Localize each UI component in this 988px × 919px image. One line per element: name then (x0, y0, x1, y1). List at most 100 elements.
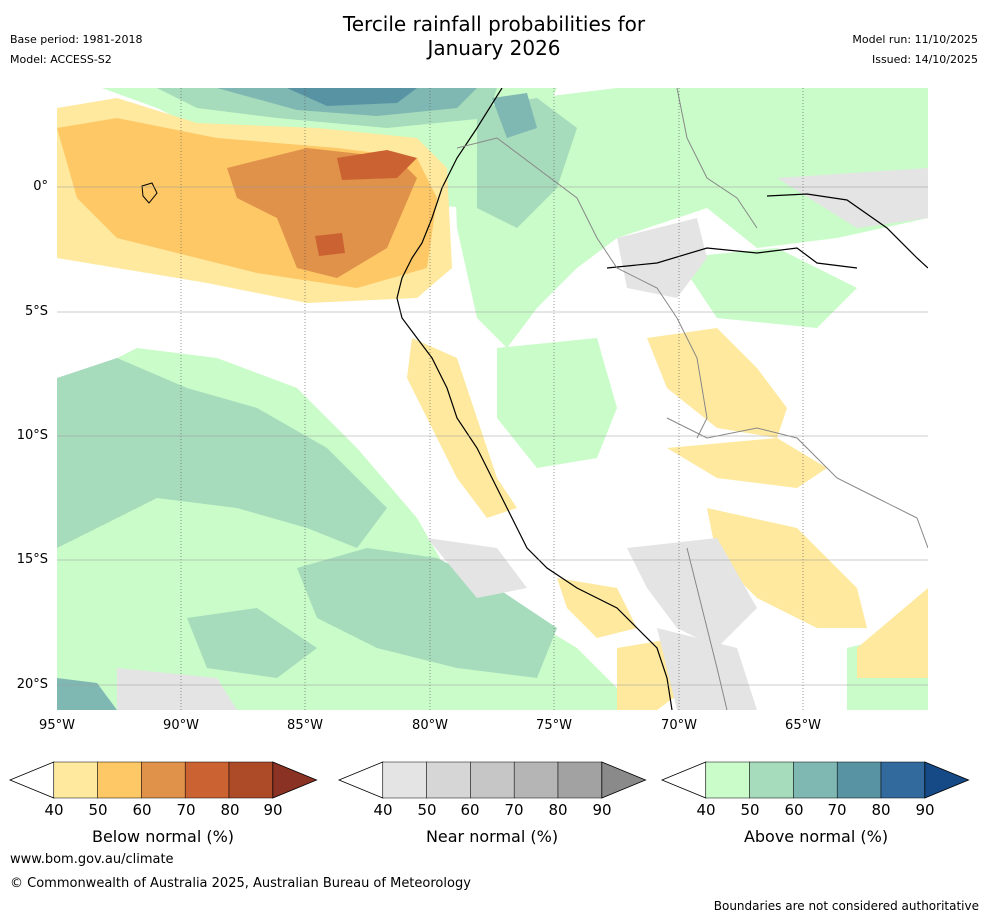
colorbar-above-cell-60 (793, 761, 838, 799)
colorbar-near-cell-40 (382, 761, 427, 799)
tick-below-70: 70 (176, 801, 196, 819)
colorbar-label-above: Above normal (%) (743, 827, 889, 846)
below-region-paraguay (707, 508, 867, 628)
below-region-bolivia (667, 438, 827, 488)
base-period: Base period: 1981-2018 (10, 33, 143, 46)
below60-region (227, 148, 417, 278)
colorbar-near-cell-60 (470, 761, 515, 799)
map-svg (57, 88, 928, 710)
colorbar-near-cell-80 (557, 761, 603, 799)
coastline-amazon (766, 193, 928, 269)
near-region-ocean (427, 538, 527, 598)
lon-label-90w: 90°W (163, 718, 199, 733)
border-peru-north (456, 137, 708, 439)
above60-region-ecuador (492, 93, 537, 138)
colorbar-label-below: Below normal (%) (91, 827, 235, 846)
graticule-lat (57, 186, 928, 686)
above-region-amazon (452, 88, 928, 348)
tick-below-50: 50 (88, 801, 108, 819)
tick-above-70: 70 (827, 801, 847, 819)
lat-label-20s: 20°S (16, 677, 48, 692)
above50-region-ecuador (477, 98, 577, 228)
near-region-north-1 (617, 218, 707, 298)
colorbar-below-cell-80 (228, 761, 274, 799)
above60-region-southwest (57, 678, 117, 710)
meta-right: Model run: 11/10/2025 Issued: 14/10/2025 (852, 30, 978, 70)
coastline-pacific (396, 88, 673, 710)
lon-label-85w: 85°W (287, 718, 323, 733)
border-colombia (676, 88, 758, 229)
tick-above-40: 40 (696, 801, 716, 819)
colorbar-below-cell-50 (97, 761, 142, 799)
near-region-north-2 (777, 168, 928, 228)
galapagos-island (141, 182, 158, 204)
colorbar-near-cell-70 (513, 761, 559, 799)
colorbar-near-low-extension (337, 761, 384, 799)
below-region-southeast (857, 588, 928, 678)
tick-above-90: 90 (915, 801, 935, 819)
tick-below-90: 90 (263, 801, 283, 819)
model-name: Model: ACCESS-S2 (10, 53, 112, 66)
map-title: Tercile rainfall probabilities for Janua… (0, 12, 988, 60)
above-region-brazil (677, 248, 857, 328)
below70-region-2 (315, 233, 345, 256)
tick-below-40: 40 (44, 801, 64, 819)
tick-near-90: 90 (592, 801, 612, 819)
lon-label-80w: 80°W (412, 718, 448, 733)
colorbar-near (337, 761, 647, 799)
country-borders (456, 88, 928, 710)
above50-region-ocean (57, 358, 387, 548)
colorbar-below-cell-70 (184, 761, 230, 799)
lon-label-65w: 65°W (785, 718, 821, 733)
lon-label-70w: 70°W (661, 718, 697, 733)
colorbar-near-high-extension (601, 761, 647, 799)
border-chile-bolivia (686, 547, 728, 710)
colorbar-above-high-extension (924, 761, 970, 799)
lon-label-95w: 95°W (39, 718, 75, 733)
below-region-chile (557, 578, 637, 638)
colorbars-svg (8, 761, 970, 799)
model-run: Model run: 11/10/2025 (852, 33, 978, 46)
colorbar-below (8, 761, 318, 799)
above-normal-regions (57, 88, 928, 710)
footer-copyright: © Commonwealth of Australia 2025, Austra… (10, 876, 471, 891)
title-line-1: Tercile rainfall probabilities for (342, 12, 646, 36)
river-amazon (606, 247, 858, 269)
above70-region-north (287, 88, 417, 106)
colorbar-below-cell-40 (53, 761, 98, 799)
colorbar-below-low-extension (8, 761, 55, 799)
tick-below-80: 80 (220, 801, 240, 819)
colorbar-above (660, 761, 970, 799)
lat-label-10s: 10°S (16, 428, 48, 443)
near-region-south (657, 628, 757, 710)
tick-near-60: 60 (460, 801, 480, 819)
colorbar-near-cell-50 (426, 761, 471, 799)
colorbar-above-cell-50 (749, 761, 794, 799)
tick-near-40: 40 (373, 801, 393, 819)
border-bolivia (666, 417, 928, 549)
tick-near-80: 80 (548, 801, 568, 819)
footer-disclaimer: Boundaries are not considered authoritat… (713, 899, 979, 913)
colorbar-below-cell-60 (141, 761, 186, 799)
tick-near-50: 50 (417, 801, 437, 819)
colorbar-above-cell-80 (880, 761, 926, 799)
tick-near-70: 70 (504, 801, 524, 819)
tick-below-60: 60 (132, 801, 152, 819)
near-region-southwest (117, 668, 237, 710)
footer-website: www.bom.gov.au/climate (10, 852, 174, 867)
above-region-peru (497, 338, 617, 468)
above50-region-ocean-3 (187, 608, 317, 678)
lat-label-5s: 5°S (24, 304, 48, 319)
tick-above-80: 80 (871, 801, 891, 819)
colorbar-below-high-extension (272, 761, 318, 799)
map-panel (57, 88, 928, 710)
meta-left: Base period: 1981-2018 Model: ACCESS-S2 (10, 30, 142, 70)
lon-label-75w: 75°W (536, 718, 572, 733)
colorbar-above-cell-70 (836, 761, 882, 799)
lat-label-15s: 15°S (16, 552, 48, 567)
near-normal-regions (117, 168, 928, 710)
above50-region-ocean-2 (297, 548, 557, 678)
near-region-altiplano (627, 538, 757, 648)
coastlines (141, 88, 928, 710)
colorbar-label-near: Near normal (%) (425, 827, 559, 846)
